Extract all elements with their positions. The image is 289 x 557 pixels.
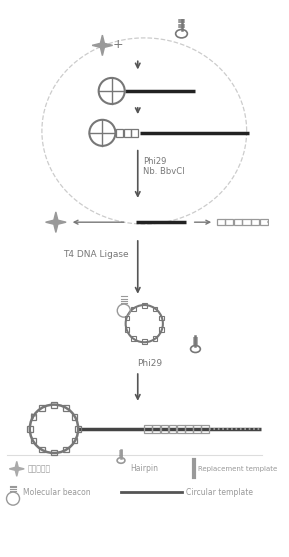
Bar xyxy=(217,219,225,226)
Bar xyxy=(72,438,77,443)
Text: +: + xyxy=(113,38,123,51)
Bar xyxy=(39,447,45,452)
Bar xyxy=(152,425,160,433)
Bar xyxy=(159,316,164,320)
Bar xyxy=(124,129,131,136)
Bar xyxy=(169,425,176,433)
Text: T4 DNA Ligase: T4 DNA Ligase xyxy=(63,250,129,259)
Bar xyxy=(193,425,201,433)
Bar xyxy=(260,219,268,226)
Text: Replacement template: Replacement template xyxy=(198,466,277,472)
Text: Phi29
Nb. BbvCI: Phi29 Nb. BbvCI xyxy=(143,157,185,177)
Text: Molecular beacon: Molecular beacon xyxy=(23,487,91,497)
Bar xyxy=(31,414,36,420)
Bar xyxy=(72,414,77,420)
Bar xyxy=(125,316,129,320)
Bar xyxy=(142,339,147,344)
Bar xyxy=(177,425,184,433)
Bar xyxy=(63,405,69,411)
Bar xyxy=(51,449,57,455)
Bar xyxy=(144,425,152,433)
Bar xyxy=(31,438,36,443)
Bar xyxy=(153,307,157,311)
Bar xyxy=(161,425,168,433)
Bar xyxy=(225,219,234,226)
Bar xyxy=(75,426,81,432)
Bar xyxy=(201,425,209,433)
Text: Hairpin: Hairpin xyxy=(130,465,158,473)
Bar xyxy=(27,426,33,432)
Bar xyxy=(131,129,138,136)
Bar xyxy=(234,219,242,226)
Bar xyxy=(153,336,157,341)
Bar xyxy=(116,129,123,136)
Bar xyxy=(251,219,259,226)
Bar xyxy=(131,307,136,311)
Text: 氪苳青霉素: 氪苳青霉素 xyxy=(28,465,51,473)
Bar xyxy=(142,303,147,308)
Bar xyxy=(51,402,57,408)
Polygon shape xyxy=(9,461,24,476)
Bar xyxy=(39,405,45,411)
Bar xyxy=(63,447,69,452)
Bar xyxy=(159,327,164,331)
Bar xyxy=(242,219,251,226)
Bar xyxy=(131,336,136,341)
Text: Phi29: Phi29 xyxy=(137,359,162,368)
Polygon shape xyxy=(46,212,66,232)
Bar xyxy=(185,425,193,433)
Text: Circular template: Circular template xyxy=(186,487,253,497)
Polygon shape xyxy=(92,35,113,56)
Bar xyxy=(125,327,129,331)
